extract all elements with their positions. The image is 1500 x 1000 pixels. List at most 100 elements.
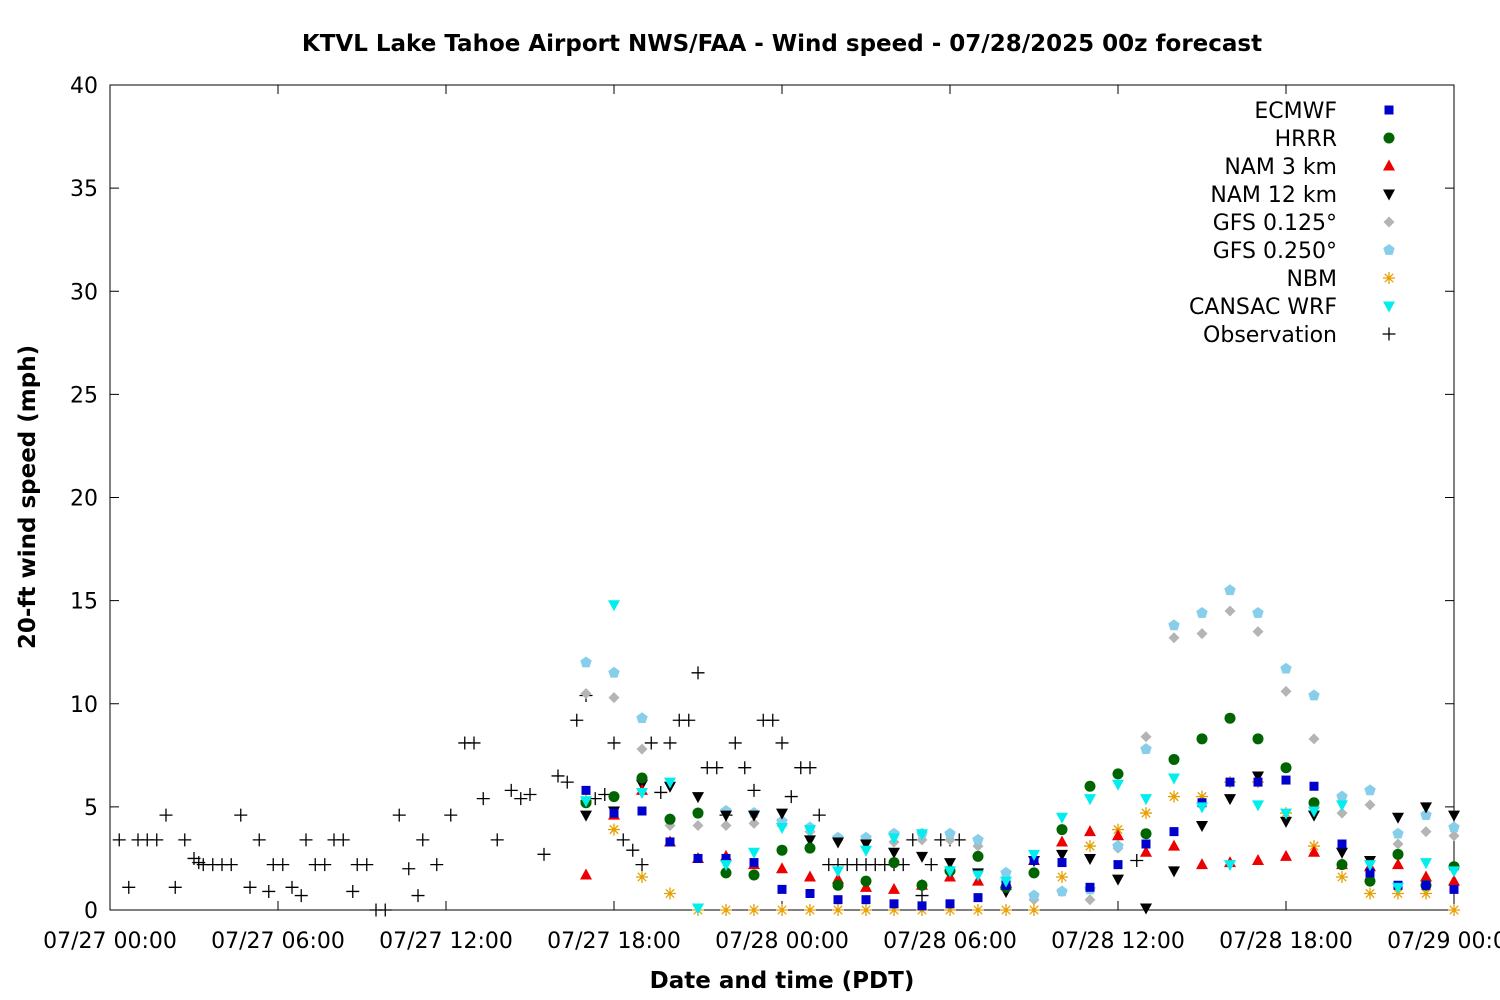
ecmwf-point [1085, 882, 1095, 892]
x-tick-label: 07/28 12:00 [1051, 929, 1185, 954]
hrrr-point [1364, 875, 1376, 887]
observation-point [294, 889, 308, 903]
legend-label-hrrr: HRRR [1275, 127, 1337, 152]
nam-12-km-point [832, 837, 844, 849]
legend-marker-cansac-wrf [1383, 301, 1395, 313]
nbm-point [664, 887, 676, 900]
nam-12-km-point [916, 851, 928, 863]
cansac-wrf-point [720, 860, 732, 872]
x-tick-label: 07/27 12:00 [379, 929, 513, 954]
nbm-point [608, 823, 620, 836]
observation-point [122, 880, 136, 894]
legend-label-cansac-wrf: CANSAC WRF [1189, 295, 1337, 320]
nbm-point [972, 904, 984, 916]
hrrr-point [972, 850, 984, 862]
observation-point [775, 736, 789, 750]
y-tick-label: 35 [70, 177, 98, 202]
hrrr-point [832, 879, 844, 891]
nbm-point [1420, 887, 1432, 900]
y-tick-label: 10 [70, 693, 98, 718]
gfs-0-250-point [1280, 662, 1292, 674]
ecmwf-point [973, 893, 983, 903]
cansac-wrf-point [692, 903, 704, 915]
gfs-0-125-point [1392, 838, 1404, 850]
ecmwf-point [1253, 777, 1263, 787]
observation-point [1130, 854, 1144, 867]
cansac-wrf-point [1140, 794, 1152, 806]
legend-marker-observation [1382, 327, 1396, 341]
legend-marker-ecmwf [1384, 105, 1394, 115]
observation-point [318, 858, 332, 872]
y-axis-label: 20-ft wind speed (mph) [15, 345, 41, 649]
observation-point [234, 808, 248, 822]
cansac-wrf-point [664, 777, 676, 789]
gfs-0-250-point [1168, 619, 1180, 631]
observation-point [607, 736, 621, 750]
cansac-wrf-point [1168, 773, 1180, 785]
series-observation [112, 666, 1144, 917]
legend-label-observation: Observation [1203, 323, 1337, 348]
ecmwf-point [861, 895, 871, 905]
ecmwf-point [609, 808, 619, 818]
legend-label-gfs-0-125: GFS 0.125° [1213, 211, 1337, 236]
gfs-0-250-point [1420, 809, 1432, 820]
nam-3-km-point [776, 862, 788, 874]
observation-point [490, 833, 504, 847]
hrrr-point [1196, 733, 1208, 745]
hrrr-point [1280, 762, 1292, 774]
gfs-0-250-point [608, 666, 620, 678]
ecmwf-point [1225, 777, 1235, 787]
gfs-0-125-point [608, 692, 620, 704]
nam-12-km-point [944, 858, 956, 870]
observation-point [112, 833, 126, 847]
series-nam-12-km [580, 771, 1460, 915]
x-tick-label: 07/27 06:00 [211, 929, 345, 954]
observation-point [560, 775, 574, 789]
observation-point [299, 833, 313, 847]
cansac-wrf-point [1000, 876, 1012, 888]
x-tick-label: 07/28 06:00 [883, 929, 1017, 954]
ecmwf-point [833, 895, 843, 905]
cansac-wrf-point [636, 787, 648, 799]
nbm-point [804, 904, 816, 916]
series-gfs-0-250 [580, 584, 1460, 901]
gfs-0-250-point [1336, 790, 1348, 802]
ecmwf-point [637, 806, 647, 816]
nam-3-km-point [1056, 835, 1068, 847]
ecmwf-point [1281, 775, 1291, 785]
nbm-point [1364, 887, 1376, 900]
gfs-0-125-point [1280, 685, 1292, 697]
plot-area [112, 584, 1460, 917]
observation-point [523, 788, 537, 801]
nam-3-km-point [1448, 874, 1460, 886]
ecmwf-point [805, 889, 815, 898]
ecmwf-point [945, 899, 955, 909]
nbm-point [888, 904, 900, 916]
observation-point [570, 713, 584, 727]
nbm-point [944, 904, 956, 916]
gfs-0-250-point [1140, 743, 1152, 754]
gfs-0-250-point [1056, 885, 1068, 897]
legend-label-ecmwf: ECMWF [1254, 99, 1337, 124]
observation-point [336, 833, 350, 847]
nam-3-km-point [1280, 849, 1292, 861]
observation-point [392, 808, 406, 822]
hrrr-point [664, 813, 676, 825]
nam-3-km-point [1308, 845, 1320, 857]
gfs-0-125-point [1420, 826, 1432, 838]
ecmwf-point [1309, 781, 1319, 791]
gfs-0-125-point [1168, 632, 1180, 644]
observation-point [416, 833, 430, 847]
nbm-point [720, 904, 732, 916]
gfs-0-125-point [1084, 894, 1096, 906]
nbm-point [748, 904, 760, 916]
hrrr-point [776, 844, 788, 856]
gfs-0-250-point [1000, 866, 1012, 878]
nam-12-km-point [1056, 849, 1068, 861]
cansac-wrf-point [608, 600, 620, 612]
cansac-wrf-point [748, 847, 760, 859]
ecmwf-point [581, 785, 591, 795]
nam-12-km-point [1448, 810, 1460, 822]
observation-point [346, 884, 360, 898]
gfs-0-125-point [1224, 605, 1236, 617]
